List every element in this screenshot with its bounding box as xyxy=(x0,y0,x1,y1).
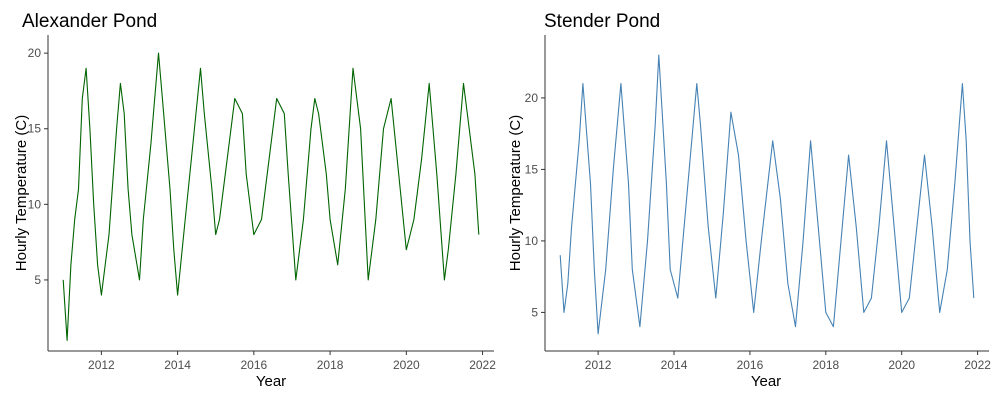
stender-pond-title: Stender Pond xyxy=(544,11,660,32)
stender-pond-x-tick-label: 2012 xyxy=(585,358,612,372)
stender-pond-x-tick-label: 2018 xyxy=(812,358,839,372)
stender-pond-x-axis-title: Year xyxy=(751,373,781,390)
alexander-pond-x-axis-title: Year xyxy=(256,373,286,390)
alexander-pond-plot-area xyxy=(62,52,480,341)
alexander-pond-x-tick-label: 2012 xyxy=(88,358,115,372)
alexander-pond-panel: Alexander Pond Year Hourly Temperature (… xyxy=(13,11,496,390)
alexander-pond-y-tick-label: 5 xyxy=(34,273,41,287)
alexander-pond-temperature-line xyxy=(62,52,480,341)
alexander-pond-x-ticks: 2012 2014 2016 2018 2020 2022 xyxy=(88,351,496,372)
alexander-pond-y-ticks: 5 10 15 20 xyxy=(28,46,48,287)
alexander-pond-y-tick-label: 10 xyxy=(28,197,42,211)
stender-pond-panel: Stender Pond Year Hourly Temperature (C)… xyxy=(507,11,991,390)
stender-pond-temperature-line xyxy=(559,54,975,335)
alexander-pond-x-tick-label: 2014 xyxy=(164,358,191,372)
stender-pond-plot-area xyxy=(559,54,975,335)
alexander-pond-x-tick-label: 2016 xyxy=(240,358,267,372)
alexander-pond-title: Alexander Pond xyxy=(22,11,157,32)
stender-pond-y-tick-label: 20 xyxy=(525,91,539,105)
alexander-pond-y-tick-label: 20 xyxy=(28,46,42,60)
stender-pond-x-tick-label: 2016 xyxy=(737,358,764,372)
stender-pond-x-ticks: 2012 2014 2016 2018 2020 2022 xyxy=(585,351,991,372)
stender-pond-x-tick-label: 2014 xyxy=(661,358,688,372)
stender-pond-x-tick-label: 2022 xyxy=(964,358,991,372)
alexander-pond-x-tick-label: 2018 xyxy=(317,358,344,372)
alexander-pond-y-axis-title: Hourly Temperature (C) xyxy=(13,115,30,271)
alexander-pond-x-tick-label: 2022 xyxy=(469,358,496,372)
stender-pond-y-tick-label: 10 xyxy=(525,234,539,248)
stender-pond-y-axis-title: Hourly Temperature (C) xyxy=(507,115,524,271)
alexander-pond-x-tick-label: 2020 xyxy=(393,358,420,372)
stender-pond-y-ticks: 5 10 15 20 xyxy=(525,91,545,319)
stender-pond-y-tick-label: 15 xyxy=(525,162,539,176)
stender-pond-x-tick-label: 2020 xyxy=(888,358,915,372)
alexander-pond-y-tick-label: 15 xyxy=(28,122,42,136)
stender-pond-y-tick-label: 5 xyxy=(531,305,538,319)
